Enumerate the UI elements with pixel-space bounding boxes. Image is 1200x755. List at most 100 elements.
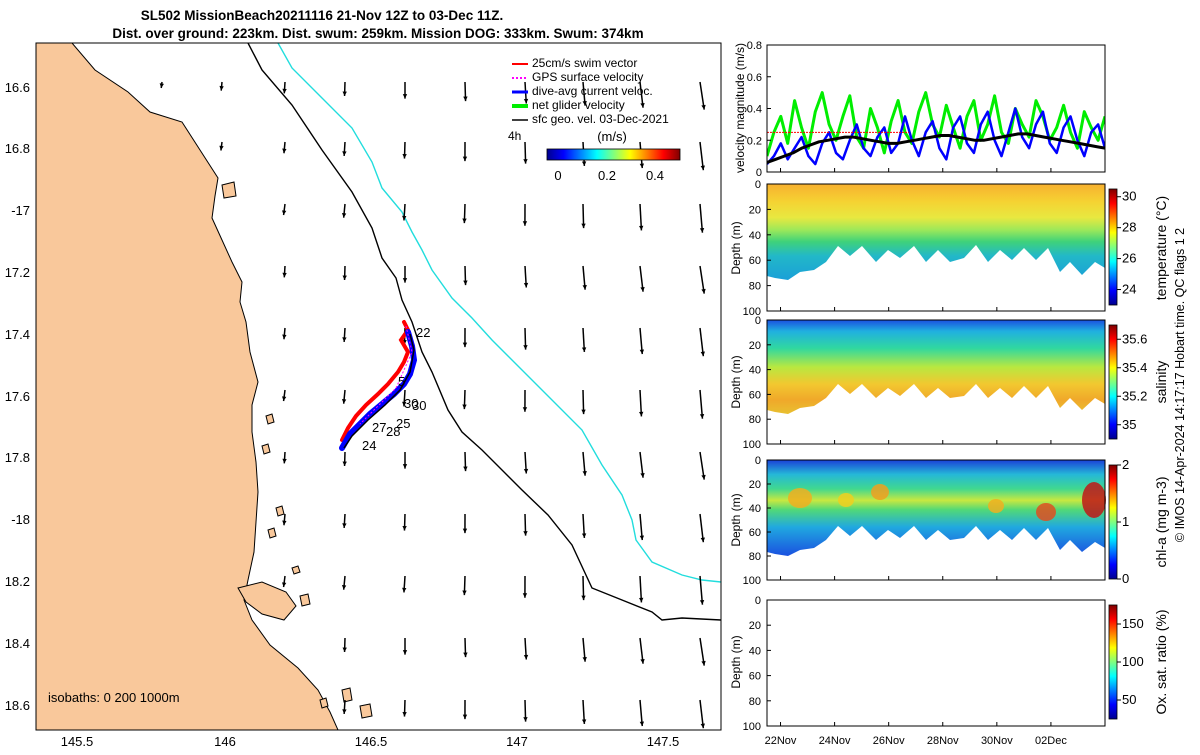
day-label: 27 xyxy=(372,420,386,435)
lon-ticks: 145.5 146 146.5 147 147.5 xyxy=(61,734,680,749)
title-line-2: Dist. over ground: 223km. Dist. swum: 25… xyxy=(112,26,643,41)
colorbar-tick: 2 xyxy=(1122,457,1129,472)
depth-tick: 100 xyxy=(743,575,761,587)
lat-tick: 16.6 xyxy=(5,80,30,95)
lat-tick: 18.2 xyxy=(5,574,30,589)
lon-tick: 147 xyxy=(506,734,528,749)
lon-tick: 146 xyxy=(214,734,236,749)
lat-tick: 17.8 xyxy=(5,450,30,465)
lat-tick: -17 xyxy=(11,203,30,218)
lat-tick: 17.4 xyxy=(5,327,30,342)
lon-tick: 147.5 xyxy=(647,734,680,749)
colorbar-tick: 0.4 xyxy=(646,168,664,183)
depth-tick: 80 xyxy=(749,551,761,563)
credit-text: © IMOS 14-Apr-2024 14:17:17 Hobart time.… xyxy=(1173,228,1187,542)
salinity-colorbar-label: salinity xyxy=(1153,361,1169,404)
depth-tick: 20 xyxy=(749,204,761,216)
depth-tick: 20 xyxy=(749,340,761,352)
chl-colorbar xyxy=(1109,465,1117,579)
date-tick: 22Nov xyxy=(765,735,797,747)
lon-tick: 145.5 xyxy=(61,734,94,749)
colorbar-title: (m/s) xyxy=(597,129,627,144)
lat-tick: -18 xyxy=(11,512,30,527)
colorbar-tick: 150 xyxy=(1122,616,1144,631)
lat-tick: 18.6 xyxy=(5,698,30,713)
colorbar-tick: 30 xyxy=(1122,189,1136,204)
legend-label: sfc geo. vel. 03-Dec-2021 xyxy=(532,112,669,126)
colorbar-tick: 35.6 xyxy=(1122,331,1147,346)
velocity-panel: 0 0.2 0.4 0.6 0.8 velocity magnitude (m/s) xyxy=(733,40,1105,179)
colorbar-tick: 24 xyxy=(1122,282,1136,297)
temperature-ylabel: Depth (m) xyxy=(729,221,743,274)
temperature-colorbar-label: temperature (°C) xyxy=(1153,196,1169,300)
date-tick: 30Nov xyxy=(981,735,1013,747)
depth-tick: 40 xyxy=(749,503,761,515)
legend-label: 25cm/s swim vector xyxy=(532,56,637,70)
colorbar-tick: 0 xyxy=(1122,571,1129,586)
depth-tick: 40 xyxy=(749,230,761,242)
depth-tick: 0 xyxy=(755,595,761,607)
oxygen-colorbar xyxy=(1109,605,1117,719)
salinity-colorbar xyxy=(1109,325,1117,439)
date-tick: 24Nov xyxy=(819,735,851,747)
colorbar-tick: 35 xyxy=(1122,417,1136,432)
colorbar-tick: 0.2 xyxy=(598,168,616,183)
day-label: 30 xyxy=(412,398,426,413)
depth-tick: 60 xyxy=(749,527,761,539)
legend-label: GPS surface velocity xyxy=(532,70,643,84)
colorbar-tick: 1 xyxy=(1122,514,1129,529)
date-tick: 26Nov xyxy=(873,735,905,747)
title-line-1: SL502 MissionBeach20211116 21-Nov 12Z to… xyxy=(141,8,503,23)
date-tick: 28Nov xyxy=(927,735,959,747)
velocity-y-tick: 0.6 xyxy=(747,72,762,84)
chl-ylabel: Depth (m) xyxy=(729,493,743,546)
chl-colorbar-label: chl-a (mg m-3) xyxy=(1153,476,1169,567)
legend-interval: 4h xyxy=(508,129,521,143)
depth-tick: 80 xyxy=(749,414,761,426)
velocity-y-tick: 0.4 xyxy=(747,104,762,116)
colorbar-tick: 0 xyxy=(554,168,561,183)
colorbar-tick: 35.2 xyxy=(1122,388,1147,403)
lat-tick: 17.2 xyxy=(5,265,30,280)
lat-tick: 17.6 xyxy=(5,389,30,404)
oxygen-plot-area xyxy=(767,600,1105,726)
depth-tick: 80 xyxy=(749,281,761,293)
depth-tick: 20 xyxy=(749,479,761,491)
depth-tick: 80 xyxy=(749,696,761,708)
depth-tick: 60 xyxy=(749,671,761,683)
depth-tick: 0 xyxy=(755,455,761,467)
salinity-panel: Depth (m) salinity xyxy=(729,320,1169,444)
depth-tick: 60 xyxy=(749,255,761,267)
velocity-y-tick: 0.2 xyxy=(747,135,762,147)
legend-label: dive-avg current veloc. xyxy=(532,84,653,98)
depth-tick: 100 xyxy=(743,721,761,733)
oxygen-colorbar-label: Ox. sat. ratio (%) xyxy=(1153,609,1169,714)
lon-tick: 146.5 xyxy=(355,734,388,749)
velocity-y-tick: 0 xyxy=(756,167,762,179)
legend-label: net glider velocity xyxy=(532,98,625,112)
day-label: 24 xyxy=(362,438,376,453)
depth-tick: 20 xyxy=(749,620,761,632)
day-label: 28 xyxy=(386,424,400,439)
velocity-y-tick: 0.8 xyxy=(747,40,762,52)
depth-tick: 0 xyxy=(755,315,761,327)
colorbar-tick: 26 xyxy=(1122,251,1136,266)
day-label: 22 xyxy=(416,325,430,340)
lat-tick: 18.4 xyxy=(5,636,30,651)
depth-tick: 40 xyxy=(749,645,761,657)
colorbar-tick: 100 xyxy=(1122,654,1144,669)
depth-tick: 60 xyxy=(749,389,761,401)
oxygen-panel: Depth (m) Ox. sat. ratio (%) xyxy=(729,600,1169,726)
map-panel: 22 5 30 30 25 27 28 24 16.6 16.8 -17 17.… xyxy=(5,43,721,749)
chlorophyll-panel: Depth (m) chl-a (mg m-3) xyxy=(729,460,1169,580)
colorbar-tick: 28 xyxy=(1122,220,1136,235)
lat-tick: 16.8 xyxy=(5,141,30,156)
velocity-ylabel: velocity magnitude (m/s) xyxy=(733,43,747,173)
salinity-ylabel: Depth (m) xyxy=(729,355,743,408)
lat-ticks: 16.6 16.8 -17 17.2 17.4 17.6 17.8 -18 18… xyxy=(5,80,30,713)
colorbar-tick: 50 xyxy=(1122,692,1136,707)
temperature-colorbar xyxy=(1109,189,1117,305)
oxygen-ylabel: Depth (m) xyxy=(729,635,743,688)
